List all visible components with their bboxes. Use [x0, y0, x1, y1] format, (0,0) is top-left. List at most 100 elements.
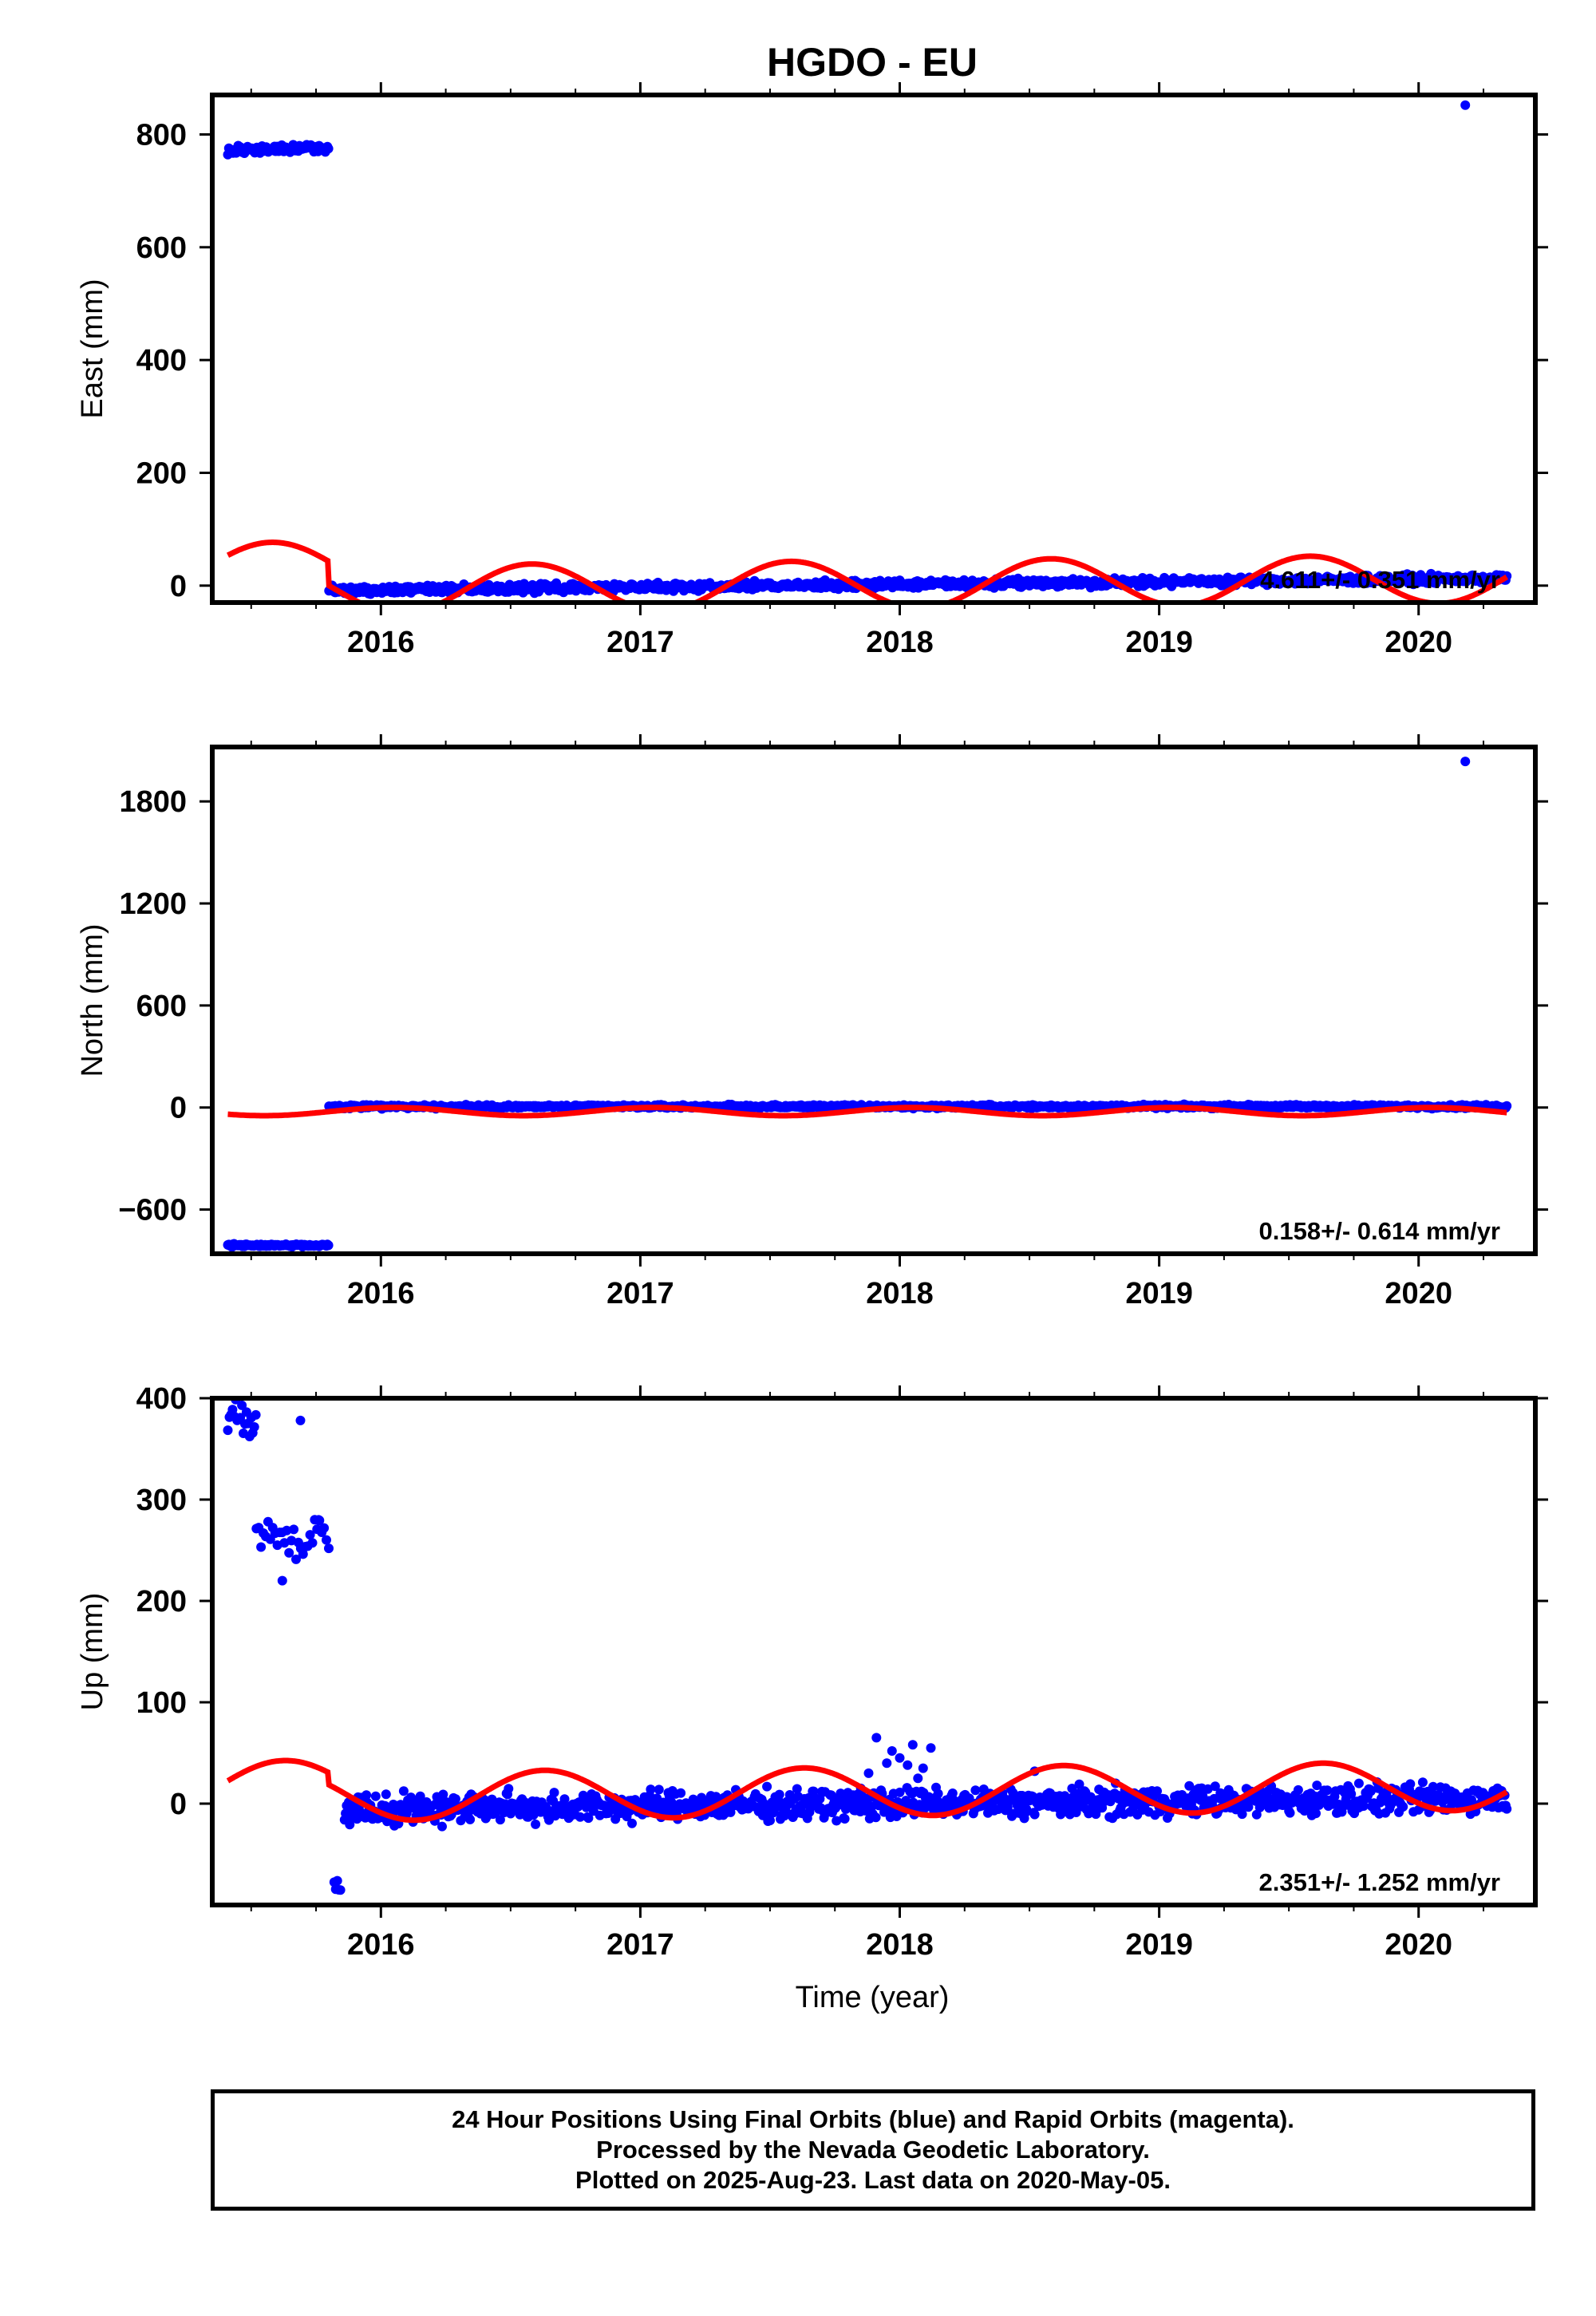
up-ytick-label: 200	[136, 1585, 187, 1618]
up-plot-frame	[210, 1396, 1538, 1907]
footer-line-3: Plotted on 2025-Aug-23. Last data on 202…	[575, 2166, 1171, 2194]
up-data-point	[646, 1784, 656, 1795]
north-xtick-label: 2017	[606, 1277, 674, 1310]
up-data-series	[223, 1398, 1512, 1895]
up-data-point	[583, 1813, 594, 1824]
up-outlier-point	[277, 1575, 287, 1586]
up-data-point	[251, 1409, 261, 1420]
east-ytick-label: 0	[170, 570, 187, 603]
up-data-point	[487, 1794, 497, 1804]
up-data-point	[381, 1789, 391, 1800]
up-data-point	[1285, 1808, 1295, 1818]
east-ytick-label: 400	[136, 344, 187, 377]
up-data-point	[361, 1790, 372, 1800]
up-data-point	[765, 1816, 775, 1826]
north-xtick-label: 2016	[347, 1277, 415, 1310]
footer-box: 24 Hour Positions Using Final Orbits (bl…	[211, 2089, 1535, 2211]
up-outlier-point	[882, 1758, 892, 1769]
up-data-point	[1152, 1786, 1162, 1796]
north-data-point	[323, 1240, 334, 1251]
up-data-point	[438, 1789, 448, 1800]
north-ytick-label: 0	[170, 1092, 187, 1125]
east-panel: 2016 2017 2018 2019 2020 0 200 400 600 800 East (m…	[76, 82, 1548, 659]
up-data-point	[298, 1549, 308, 1559]
up-data-point	[654, 1784, 664, 1795]
up-data-point	[676, 1788, 686, 1798]
east-xtick-label: 2018	[866, 626, 934, 659]
up-data-point	[324, 1543, 334, 1554]
up-data-point	[1029, 1809, 1040, 1820]
up-data-point	[780, 1811, 790, 1821]
up-data-point	[1428, 1781, 1438, 1792]
up-model-line	[226, 1757, 1509, 1824]
up-data-point	[1021, 1804, 1032, 1814]
north-ytick-label: 600	[136, 990, 187, 1023]
east-xtick-label: 2020	[1385, 626, 1452, 659]
up-data-point	[895, 1787, 905, 1797]
up-data-point	[1365, 1786, 1376, 1796]
up-data-point	[305, 1530, 315, 1540]
east-ytick-label: 600	[136, 231, 187, 265]
x-axis-label: Time (year)	[796, 1981, 950, 2014]
up-ytick-label: 300	[136, 1484, 187, 1517]
up-ylabel: Up (mm)	[76, 1593, 109, 1711]
up-outlier-point	[871, 1733, 882, 1743]
up-xtick-label: 2017	[606, 1928, 674, 1962]
north-rate-label: 0.158+/- 0.614 mm/yr	[1259, 1217, 1500, 1245]
up-data-point	[1203, 1784, 1213, 1794]
up-ytick-label: 0	[170, 1788, 187, 1821]
up-data-point	[970, 1785, 981, 1796]
up-data-point	[1312, 1780, 1322, 1791]
up-data-point	[575, 1812, 585, 1822]
east-model-line	[226, 539, 1509, 603]
up-data-point	[1074, 1779, 1084, 1789]
east-plot-frame	[210, 93, 1538, 605]
footer-line-1: 24 Hour Positions Using Final Orbits (bl…	[452, 2105, 1294, 2133]
up-outlier-point	[314, 1515, 324, 1525]
up-data-point	[335, 1885, 346, 1895]
up-data-point	[256, 1542, 267, 1552]
up-outlier-point	[895, 1753, 905, 1763]
up-data-point	[559, 1794, 570, 1804]
up-outlier-point	[918, 1763, 928, 1773]
up-data-point	[291, 1554, 301, 1564]
up-outlier-point	[907, 1740, 918, 1750]
up-data-point	[839, 1814, 850, 1824]
north-plot-frame	[210, 745, 1538, 1256]
up-xtick-label: 2016	[347, 1928, 415, 1962]
east-xtick-label: 2017	[606, 626, 674, 659]
up-data-point	[933, 1788, 943, 1799]
up-data-point	[1237, 1809, 1247, 1820]
east-xtick-label: 2016	[347, 626, 415, 659]
up-data-point	[774, 1789, 784, 1800]
north-xtick-label: 2019	[1125, 1277, 1193, 1310]
up-data-point	[495, 1815, 505, 1825]
up-data-point	[398, 1786, 409, 1796]
up-data-point	[1405, 1779, 1416, 1789]
up-data-point	[1417, 1777, 1428, 1788]
north-xtick-label: 2018	[866, 1277, 934, 1310]
up-outlier-point	[926, 1743, 936, 1753]
east-ytick-label: 200	[136, 456, 187, 490]
up-data-point	[1502, 1804, 1512, 1814]
up-data-point	[531, 1819, 541, 1829]
north-outlier-point	[1460, 757, 1471, 767]
up-ytick-label: 400	[136, 1382, 187, 1416]
up-xtick-label: 2019	[1125, 1928, 1193, 1962]
north-ytick-label: 1200	[119, 887, 187, 921]
up-data-point	[759, 1798, 769, 1808]
up-data-point	[1071, 1808, 1081, 1817]
up-data-point	[370, 1791, 381, 1801]
north-data-series	[223, 757, 1512, 1252]
up-data-point	[1358, 1801, 1369, 1811]
up-data-point	[1398, 1801, 1408, 1812]
up-ytick-label: 100	[136, 1686, 187, 1720]
up-data-point	[1467, 1795, 1476, 1805]
east-rate-label: 4.611+/- 0.351 mm/yr	[1260, 566, 1500, 594]
up-data-point	[249, 1422, 259, 1432]
north-panel: 2016 2017 2018 2019 2020 −600 0 600 1200 1800 Nort…	[76, 734, 1548, 1310]
north-ytick-label: 1800	[119, 785, 187, 819]
up-outlier-point	[903, 1760, 913, 1770]
up-data-point	[832, 1816, 842, 1826]
east-data-point	[323, 144, 334, 154]
